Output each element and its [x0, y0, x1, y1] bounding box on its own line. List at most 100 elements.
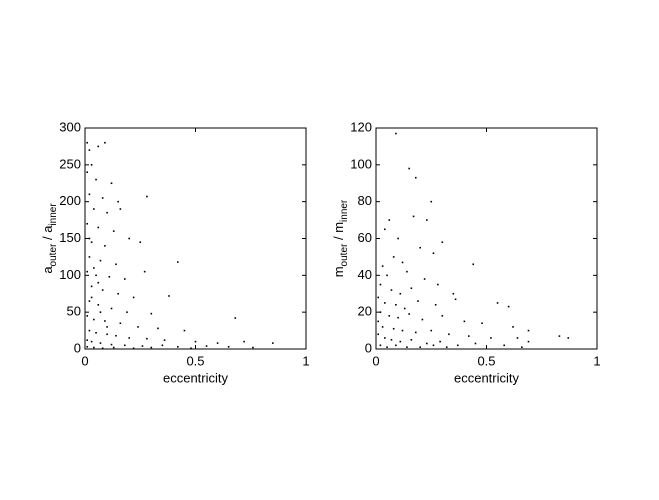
point	[481, 322, 483, 325]
point	[381, 265, 384, 267]
point	[143, 270, 146, 273]
point	[252, 346, 254, 349]
point	[439, 340, 441, 343]
point	[110, 182, 113, 185]
point	[112, 346, 115, 349]
point	[97, 226, 100, 229]
point	[205, 345, 208, 347]
point	[86, 222, 89, 225]
point	[452, 292, 455, 295]
point	[126, 311, 128, 313]
point	[97, 145, 100, 148]
y-label-subscript: outer	[48, 243, 59, 266]
point	[150, 312, 153, 315]
point	[132, 347, 135, 350]
point	[194, 340, 197, 343]
point	[390, 338, 393, 341]
point	[516, 337, 519, 339]
y-tick-label: 0	[74, 340, 81, 355]
point	[183, 329, 186, 332]
point	[384, 302, 386, 304]
plot-frame	[375, 127, 598, 350]
y-axis-label: aouter / ainner	[40, 203, 58, 274]
point	[93, 346, 95, 349]
y-tick-label: 100	[59, 267, 81, 282]
point	[417, 300, 419, 302]
y-tick-label: 50	[67, 304, 81, 319]
x-tick-label: 1	[302, 353, 309, 368]
point	[414, 331, 417, 334]
point	[379, 283, 382, 286]
y-tick-label: 60	[358, 230, 372, 245]
point	[437, 283, 439, 286]
point	[448, 333, 450, 336]
point	[86, 270, 89, 273]
point	[474, 342, 477, 345]
x-axis-label: eccentricity	[163, 370, 229, 385]
point	[104, 141, 106, 144]
y-tick-label: 200	[59, 193, 81, 208]
point	[421, 318, 424, 321]
point	[412, 215, 415, 218]
point	[101, 289, 104, 291]
point	[93, 208, 95, 210]
point	[406, 346, 408, 348]
x-tick-label: 0.5	[186, 353, 204, 368]
x-tick-label: 0.5	[477, 353, 495, 368]
point	[97, 281, 100, 284]
point	[410, 287, 413, 290]
point	[117, 200, 119, 203]
point	[397, 316, 399, 319]
point	[430, 329, 433, 332]
point	[90, 241, 93, 243]
point	[90, 296, 93, 299]
point	[445, 346, 448, 348]
point	[88, 149, 91, 151]
y-label-text: m	[331, 266, 346, 277]
point	[414, 176, 417, 179]
point	[463, 320, 466, 323]
point	[379, 344, 382, 347]
point	[401, 261, 404, 264]
point	[177, 345, 179, 348]
point	[137, 326, 139, 328]
point	[99, 259, 102, 262]
point	[410, 338, 413, 341]
point	[392, 327, 395, 330]
point	[90, 340, 93, 343]
point	[115, 263, 117, 266]
y-tick-label: 250	[59, 156, 81, 171]
point	[86, 141, 89, 144]
y-label-text: / m	[331, 222, 346, 244]
point	[146, 337, 148, 340]
y-tick-label: 20	[358, 304, 372, 319]
y-tick-label: 120	[350, 119, 372, 134]
y-axis-label: mouter / minner	[331, 199, 349, 277]
y-tick-label: 300	[59, 119, 81, 134]
point	[392, 256, 395, 258]
point	[395, 132, 397, 135]
y-tick-label: 0	[365, 340, 372, 355]
point	[377, 333, 380, 336]
point	[190, 347, 192, 350]
y-tick-label: 80	[358, 193, 372, 208]
point	[115, 334, 117, 337]
point	[106, 211, 108, 214]
x-tick-label: 0	[81, 353, 88, 368]
point	[128, 337, 130, 339]
point	[527, 329, 530, 332]
x-tick-label: 1	[593, 353, 600, 368]
point	[86, 339, 89, 341]
point	[101, 197, 104, 199]
point	[90, 164, 93, 166]
point	[108, 276, 111, 278]
point	[117, 292, 119, 295]
point	[408, 313, 410, 315]
y-label-subscript: outer	[339, 243, 350, 266]
point	[377, 296, 380, 299]
point	[90, 285, 93, 288]
point	[88, 237, 91, 240]
point	[512, 326, 514, 328]
point	[399, 340, 402, 343]
